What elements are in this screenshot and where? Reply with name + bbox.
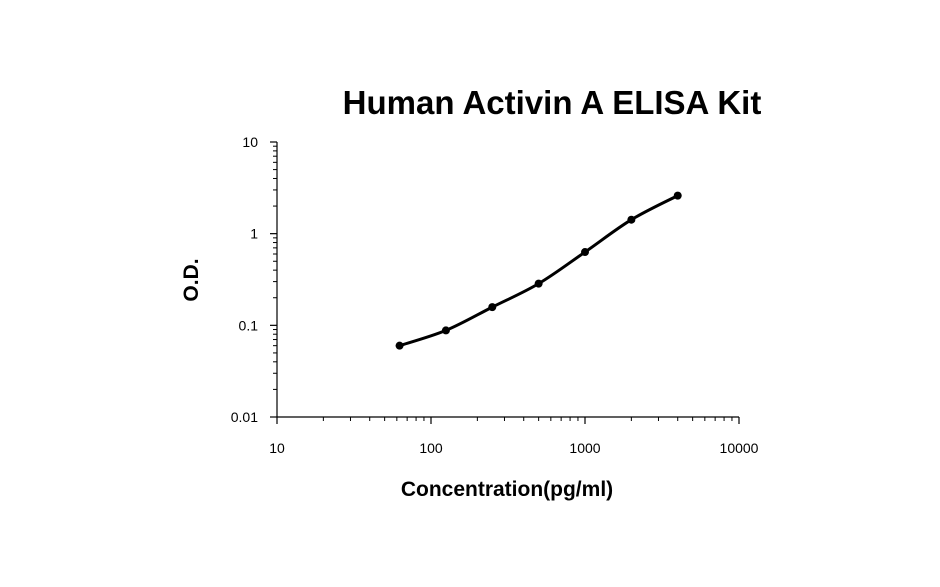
data-point [673,191,682,200]
x-tick-label: 10000 [720,440,759,456]
x-axis-title: Concentration(pg/ml) [401,478,613,501]
data-point [627,215,636,224]
x-tick-label: 100 [419,440,443,456]
axes [276,142,739,418]
series-line [398,194,680,348]
y-tick-label: 0.1 [239,317,259,333]
x-tick-label: 1000 [569,440,600,456]
y-tick-label: 1 [250,226,258,242]
y-tick-label: 0.01 [231,409,258,425]
data-point [534,279,543,288]
y-tick-label: 10 [242,134,258,150]
y-axis-title: O.D. [180,258,203,301]
series-layer [395,191,682,350]
data-point [488,303,497,312]
chart-title: Human Activin A ELISA Kit [343,84,762,121]
data-point [441,326,450,335]
tick-labels: 0.01 0.1 1 10 10 100 1000 10000 [231,134,759,456]
ticks [270,141,740,424]
x-tick-label: 10 [269,440,285,456]
data-point [395,341,404,350]
data-point [581,248,589,257]
